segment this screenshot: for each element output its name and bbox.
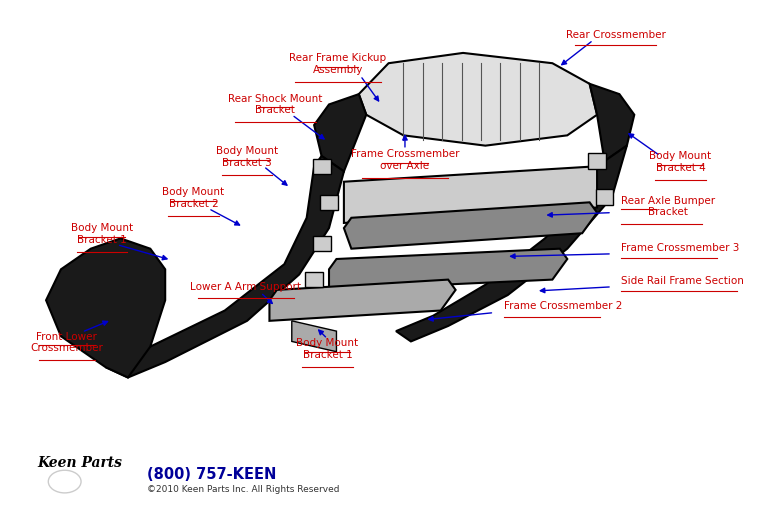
Text: Rear Crossmember: Rear Crossmember <box>566 30 665 40</box>
Text: Body Mount
Bracket 2: Body Mount Bracket 2 <box>162 188 225 209</box>
Polygon shape <box>590 84 634 161</box>
Polygon shape <box>329 249 567 290</box>
Text: Side Rail Frame Section: Side Rail Frame Section <box>621 276 744 285</box>
Text: Body Mount
Bracket 4: Body Mount Bracket 4 <box>649 151 711 173</box>
Text: Rear Axle Bumper
Bracket: Rear Axle Bumper Bracket <box>621 196 715 217</box>
Text: Lower A Arm Support: Lower A Arm Support <box>190 282 301 292</box>
Text: Frame Crossmember
over Axle: Frame Crossmember over Axle <box>350 149 459 171</box>
Polygon shape <box>320 195 338 210</box>
Polygon shape <box>396 146 627 341</box>
Polygon shape <box>105 156 344 378</box>
Text: Body Mount
Bracket 3: Body Mount Bracket 3 <box>216 146 278 168</box>
Polygon shape <box>292 321 336 352</box>
Polygon shape <box>313 159 330 174</box>
Text: Rear Shock Mount
Bracket: Rear Shock Mount Bracket <box>228 94 323 115</box>
Text: Front Lower
Crossmember: Front Lower Crossmember <box>31 332 103 353</box>
Polygon shape <box>314 94 367 171</box>
Polygon shape <box>595 190 614 205</box>
Polygon shape <box>46 238 166 378</box>
Text: (800) 757-KEEN: (800) 757-KEEN <box>146 467 276 482</box>
Text: Rear Frame Kickup
Assembly: Rear Frame Kickup Assembly <box>290 53 387 75</box>
Text: Body Mount
Bracket 1: Body Mount Bracket 1 <box>71 223 133 245</box>
Polygon shape <box>359 53 597 146</box>
Polygon shape <box>344 166 597 223</box>
Polygon shape <box>344 203 597 249</box>
Polygon shape <box>313 236 330 251</box>
Text: Keen Parts: Keen Parts <box>37 455 122 469</box>
Polygon shape <box>588 153 606 169</box>
Polygon shape <box>305 272 323 287</box>
Text: Frame Crossmember 2: Frame Crossmember 2 <box>504 301 622 311</box>
Text: Frame Crossmember 3: Frame Crossmember 3 <box>621 242 739 253</box>
Text: ©2010 Keen Parts Inc. All Rights Reserved: ©2010 Keen Parts Inc. All Rights Reserve… <box>146 485 339 494</box>
Text: Body Mount
Bracket 1: Body Mount Bracket 1 <box>296 338 359 360</box>
Polygon shape <box>270 280 456 321</box>
